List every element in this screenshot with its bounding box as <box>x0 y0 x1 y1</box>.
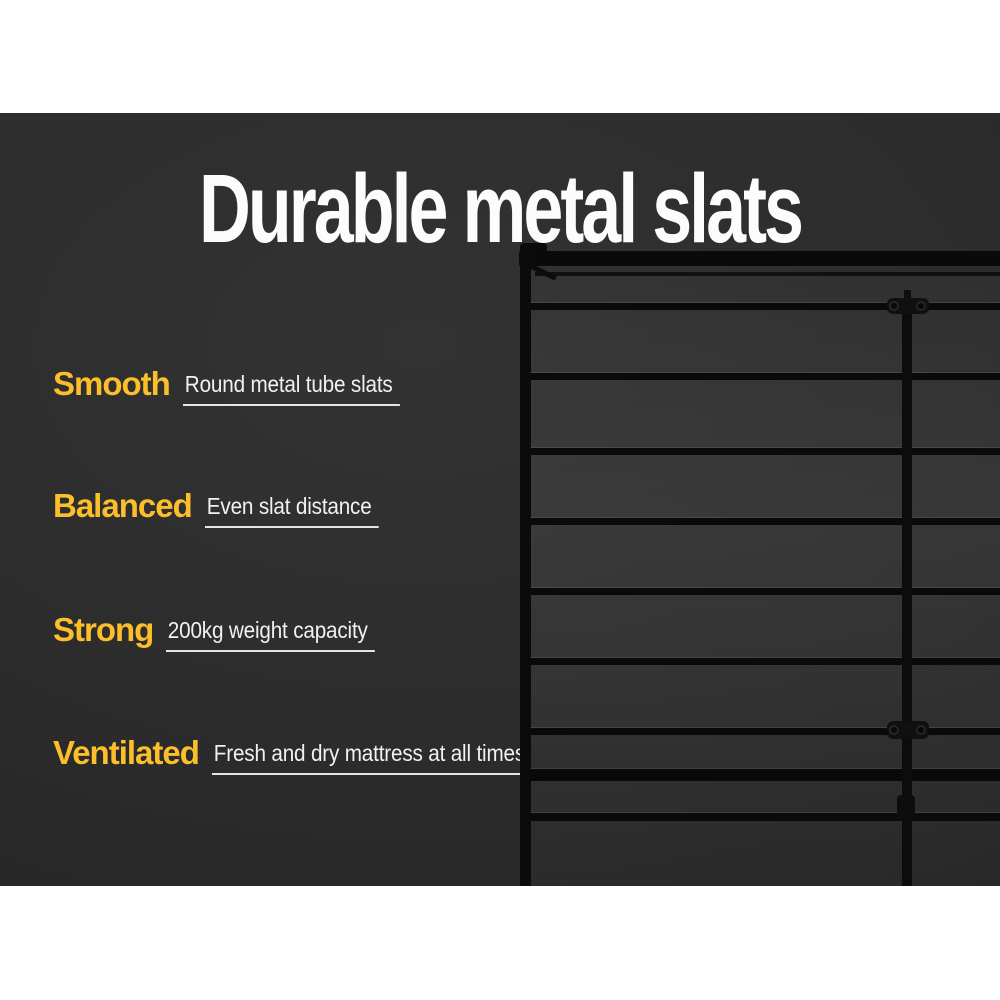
feature-row-smooth: Smooth Round metal tube slats <box>53 364 424 409</box>
product-infographic-panel: Durable metal slats Smooth Round metal t… <box>0 113 1000 886</box>
bed-connector <box>897 795 915 821</box>
feature-row-ventilated: Ventilated Fresh and dry mattress at all… <box>53 733 568 778</box>
feature-row-strong: Strong 200kg weight capacity <box>53 610 398 655</box>
bed-slat <box>530 728 1000 735</box>
bed-back-rail <box>535 272 1000 276</box>
feature-label: Strong <box>53 611 154 648</box>
feature-description: 200kg weight capacity <box>166 615 376 652</box>
feature-description: Even slat distance <box>204 491 379 528</box>
bed-slat <box>530 448 1000 455</box>
bed-top-rail <box>519 251 1000 266</box>
bed-center-support-rail <box>902 300 912 886</box>
bed-clamp-ring <box>916 725 926 735</box>
bed-clamp-ring <box>916 301 926 311</box>
bed-corner-knob <box>520 243 547 253</box>
bed-slat <box>530 813 1000 821</box>
bed-clamp-stub <box>904 290 911 300</box>
feature-label: Smooth <box>53 365 171 402</box>
page-title: Durable metal slats <box>198 154 804 263</box>
bed-slat <box>530 303 1000 310</box>
bed-left-post <box>520 251 531 886</box>
bed-slat <box>530 658 1000 665</box>
bed-frame-photo <box>518 241 1000 886</box>
feature-row-balanced: Balanced Even slat distance <box>53 486 398 531</box>
bed-clamp-ring <box>889 725 899 735</box>
feature-description: Fresh and dry mattress at all times <box>211 738 533 775</box>
feature-description: Round metal tube slats <box>182 369 400 406</box>
bed-slat <box>530 373 1000 380</box>
bed-slat <box>530 518 1000 525</box>
bed-clamp-ring <box>889 301 899 311</box>
bed-cross-rail <box>530 769 1000 781</box>
feature-label: Balanced <box>53 487 193 524</box>
bed-slat <box>530 588 1000 595</box>
feature-label: Ventilated <box>53 734 200 771</box>
